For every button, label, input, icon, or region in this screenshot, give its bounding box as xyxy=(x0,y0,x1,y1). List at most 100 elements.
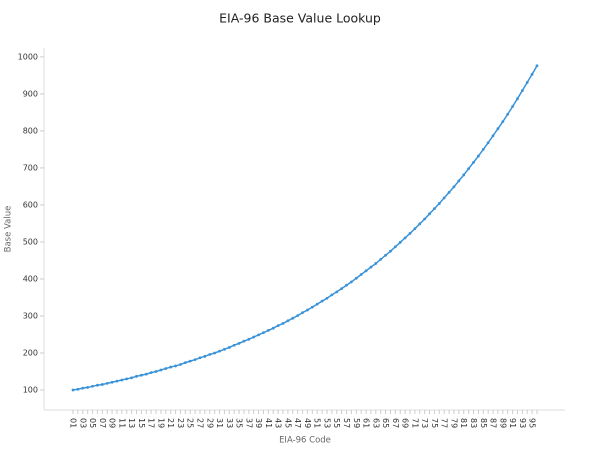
x-tick-label: 23 xyxy=(176,418,185,428)
point xyxy=(159,368,163,372)
point xyxy=(511,105,514,108)
x-tick-label: 87 xyxy=(489,418,498,428)
x-tick-label: 27 xyxy=(195,418,204,428)
point xyxy=(501,120,505,124)
point xyxy=(452,185,456,189)
point xyxy=(237,341,241,345)
x-tick-label: 37 xyxy=(244,418,253,428)
chart-title: EIA-96 Base Value Lookup xyxy=(219,11,381,26)
point xyxy=(462,173,466,177)
point xyxy=(525,81,529,84)
y-tick-label: 600 xyxy=(23,200,38,209)
point xyxy=(350,280,353,284)
point xyxy=(330,293,334,297)
point xyxy=(506,112,510,116)
point xyxy=(96,383,99,387)
x-tick-label: 05 xyxy=(88,418,97,428)
x-tick-label: 49 xyxy=(303,418,312,428)
point xyxy=(281,321,285,325)
x-tick-label: 73 xyxy=(420,418,429,428)
point xyxy=(359,273,363,276)
x-tick-label: 69 xyxy=(401,418,410,428)
x-tick-label: 81 xyxy=(459,418,468,428)
point xyxy=(76,387,80,391)
point xyxy=(374,262,378,265)
x-tick-label: 21 xyxy=(166,418,175,428)
point xyxy=(315,302,319,306)
point xyxy=(130,376,134,380)
point xyxy=(398,240,402,244)
point xyxy=(433,207,436,211)
point xyxy=(188,359,192,363)
point xyxy=(100,383,104,386)
point xyxy=(457,179,461,183)
point xyxy=(198,356,202,360)
line xyxy=(72,65,538,391)
point xyxy=(467,167,471,171)
x-tick-label: 03 xyxy=(78,418,87,428)
point xyxy=(227,346,231,349)
point xyxy=(179,363,182,366)
point xyxy=(286,319,290,323)
x-tick-label: 55 xyxy=(332,418,341,428)
x-tick-label: 43 xyxy=(274,418,283,428)
point xyxy=(149,371,153,375)
point xyxy=(354,276,358,280)
x-tick-label: 95 xyxy=(528,418,537,428)
point xyxy=(232,343,236,347)
point xyxy=(242,339,246,343)
point xyxy=(423,217,427,221)
x-tick-label: 75 xyxy=(430,418,439,428)
point xyxy=(139,373,143,377)
point xyxy=(71,388,75,392)
point xyxy=(447,190,451,194)
x-tick-label: 57 xyxy=(342,418,351,428)
x-tick-label: 83 xyxy=(469,418,478,428)
point xyxy=(154,370,158,373)
point xyxy=(271,326,275,330)
point xyxy=(105,381,109,385)
point xyxy=(247,337,251,341)
point xyxy=(481,148,485,151)
x-tick-label: 13 xyxy=(127,418,136,428)
x-tick-label: 71 xyxy=(410,418,419,428)
point xyxy=(81,386,85,390)
point xyxy=(530,72,534,76)
point xyxy=(535,64,539,68)
point xyxy=(442,196,446,200)
x-tick-label: 61 xyxy=(362,418,371,428)
x-tick-label: 65 xyxy=(381,418,390,428)
point xyxy=(476,154,480,158)
point xyxy=(223,347,226,351)
point xyxy=(301,311,304,315)
x-tick-label: 89 xyxy=(498,418,507,428)
x-tick-label: 67 xyxy=(391,418,400,428)
x-tick-label: 09 xyxy=(108,418,117,428)
point xyxy=(345,283,348,287)
y-tick-label: 1000 xyxy=(18,52,38,61)
point xyxy=(486,141,490,145)
y-tick-label: 700 xyxy=(23,163,38,172)
point xyxy=(418,222,422,226)
point xyxy=(335,290,339,294)
y-tick-label: 800 xyxy=(23,126,38,135)
point xyxy=(379,257,383,261)
point xyxy=(496,127,500,131)
x-tick-label: 85 xyxy=(479,418,488,428)
point xyxy=(369,265,373,269)
point xyxy=(340,287,344,290)
point xyxy=(491,134,495,138)
x-tick-label: 77 xyxy=(440,418,449,428)
y-tick-label: 900 xyxy=(23,89,38,98)
x-tick-label: 39 xyxy=(254,418,263,428)
x-tick-label: 93 xyxy=(518,418,527,428)
point xyxy=(310,305,314,309)
x-tick-label: 15 xyxy=(137,418,146,428)
x-tick-label: 59 xyxy=(352,418,361,428)
point xyxy=(408,232,412,235)
point xyxy=(115,379,119,383)
point xyxy=(428,212,431,216)
point xyxy=(169,365,173,369)
y-tick-label: 300 xyxy=(23,311,38,320)
